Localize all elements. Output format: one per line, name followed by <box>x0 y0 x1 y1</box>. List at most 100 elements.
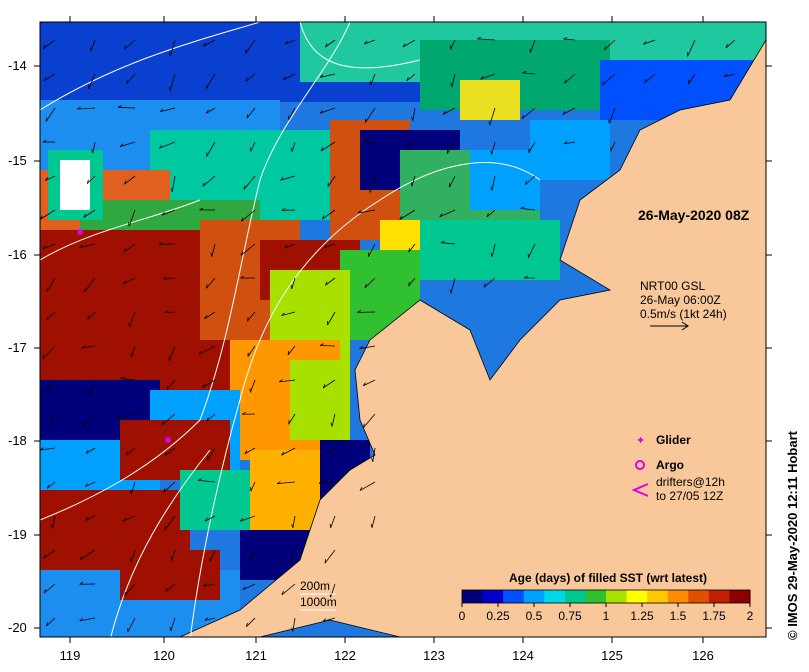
current-vector <box>130 481 136 495</box>
current-vector-head <box>371 457 374 462</box>
current-vector-head <box>488 121 491 126</box>
current-vector-head <box>330 422 333 427</box>
current-vector <box>129 311 136 327</box>
current-vector-head <box>240 275 245 279</box>
current-vector <box>205 73 216 89</box>
current-vector-head <box>289 558 292 563</box>
current-vector-head <box>246 317 249 322</box>
current-vector <box>449 175 456 188</box>
current-vector <box>206 107 216 114</box>
current-vector <box>399 209 416 220</box>
current-vector <box>124 39 136 50</box>
current-vector-head <box>364 283 367 289</box>
current-vector-head <box>240 217 244 222</box>
lon-tick-label: 121 <box>245 648 267 663</box>
current-vector-head <box>164 451 168 456</box>
current-vector <box>365 107 376 124</box>
current-vector-head <box>85 449 89 454</box>
current-vector <box>120 378 136 381</box>
current-vector <box>117 413 136 419</box>
current-vector-head <box>486 213 489 218</box>
current-vector-head <box>40 215 43 220</box>
current-vector <box>369 175 376 193</box>
current-vector-head <box>564 79 567 84</box>
current-vector <box>169 73 176 91</box>
colorbar-swatch <box>626 590 648 603</box>
current-vector-head <box>411 116 414 121</box>
current-vector <box>402 39 416 48</box>
argo-legend-label: Argo <box>656 458 684 472</box>
current-vector <box>42 345 56 360</box>
current-vector-head <box>319 343 324 346</box>
current-vector-head <box>197 478 202 481</box>
current-vector-head <box>369 188 371 193</box>
current-vector <box>168 345 176 361</box>
current-vector <box>368 243 376 257</box>
current-vector <box>363 379 376 387</box>
current-vector <box>126 73 136 84</box>
current-vector-head <box>281 207 286 211</box>
credit-label: © IMOS 29-May-2020 12:11 Hobart <box>785 430 800 640</box>
current-vector <box>528 141 536 153</box>
current-vector-head <box>477 36 482 40</box>
current-vector-head <box>319 74 324 78</box>
current-vector <box>199 345 216 355</box>
current-vector <box>245 73 256 82</box>
current-vector <box>564 73 576 84</box>
current-vector <box>244 447 256 455</box>
current-vector <box>85 481 96 487</box>
current-vector <box>446 141 456 154</box>
current-vector-head <box>51 524 54 529</box>
current-vector-head <box>281 451 285 456</box>
lon-tick-label: 125 <box>601 648 623 663</box>
current-vector <box>406 73 416 82</box>
current-vector <box>411 175 416 187</box>
current-vector <box>87 311 96 320</box>
argo-symbol <box>635 460 645 470</box>
current-vector <box>79 243 96 249</box>
current-vector-head <box>77 106 81 110</box>
current-vector <box>363 141 376 144</box>
current-vector-head <box>282 76 286 81</box>
current-vector-head <box>450 82 453 88</box>
current-vector <box>246 617 256 627</box>
current-vector-head <box>117 414 122 419</box>
current-vector-head <box>168 86 171 91</box>
current-vector-head <box>369 80 372 86</box>
colorbar-swatch <box>688 590 710 603</box>
plot-frame <box>39 21 767 638</box>
current-vector-head <box>50 420 53 425</box>
lat-tick-label: -19 <box>8 527 27 542</box>
current-vector-head <box>43 44 46 49</box>
current-vector-head <box>359 345 363 350</box>
current-vector <box>563 38 576 41</box>
current-vector <box>288 413 296 425</box>
current-vector-head <box>290 147 293 152</box>
lon-tick-label: 123 <box>423 648 445 663</box>
current-vector-head <box>84 483 88 487</box>
current-vector-head <box>522 70 527 74</box>
current-vector-head <box>608 119 610 124</box>
current-vector <box>247 311 256 322</box>
current-vector-head <box>130 353 133 358</box>
current-vector-head <box>325 281 328 286</box>
current-vector-head <box>324 559 327 564</box>
isobath-1000-label: 1000m <box>300 595 337 609</box>
current-vector <box>209 549 216 562</box>
current-vector <box>486 209 496 218</box>
current-vector <box>80 549 96 561</box>
current-vector <box>489 107 496 126</box>
current-vector <box>45 175 56 181</box>
current-vector <box>245 39 256 54</box>
current-vector-head <box>523 275 528 279</box>
current-vector <box>46 277 56 292</box>
current-vector-head <box>324 244 328 249</box>
current-vector-head <box>604 45 607 50</box>
current-vector-head <box>280 177 284 181</box>
current-vector-head <box>85 517 89 521</box>
colorbar-swatch <box>462 590 484 603</box>
current-vector <box>359 481 376 491</box>
current-vector-head <box>243 185 246 190</box>
current-vector <box>131 345 136 358</box>
current-vector <box>291 141 296 152</box>
